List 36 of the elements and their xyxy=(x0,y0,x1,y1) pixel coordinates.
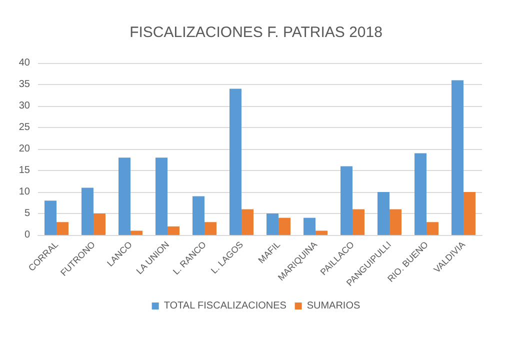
bar xyxy=(414,153,426,235)
y-tick-label: 0 xyxy=(24,230,30,240)
bar xyxy=(204,222,216,235)
bar xyxy=(266,214,278,235)
bar xyxy=(130,230,142,235)
bar xyxy=(278,218,290,235)
bar xyxy=(452,80,464,235)
y-tick-label: 15 xyxy=(18,165,30,176)
bar xyxy=(82,188,94,235)
y-tick-label: 10 xyxy=(18,186,30,198)
bar xyxy=(464,192,476,235)
bar xyxy=(316,230,328,235)
bar xyxy=(352,209,364,235)
y-tick-label: 35 xyxy=(18,79,30,90)
bar xyxy=(56,222,68,235)
legend-label: TOTAL FISCALIZACIONES xyxy=(164,300,287,312)
bar xyxy=(44,200,56,235)
y-tick-label: 40 xyxy=(18,58,30,68)
y-tick-label: 5 xyxy=(24,208,30,219)
bar xyxy=(156,158,168,235)
bar xyxy=(168,226,180,235)
bar xyxy=(340,166,352,235)
bar xyxy=(242,209,254,235)
chart-title: FISCALIZACIONES F. PATRIAS 2018 xyxy=(130,24,382,41)
y-tick-label: 20 xyxy=(18,144,30,154)
bar xyxy=(390,209,402,235)
bar xyxy=(94,214,106,235)
bar xyxy=(118,158,130,235)
bar xyxy=(192,196,204,235)
y-tick-label: 25 xyxy=(18,122,30,133)
legend-label: SUMARIOS xyxy=(306,300,360,312)
bar xyxy=(304,218,316,235)
bar xyxy=(230,88,242,235)
bar xyxy=(426,222,438,235)
y-tick-label: 30 xyxy=(18,100,30,112)
bar xyxy=(378,192,390,235)
